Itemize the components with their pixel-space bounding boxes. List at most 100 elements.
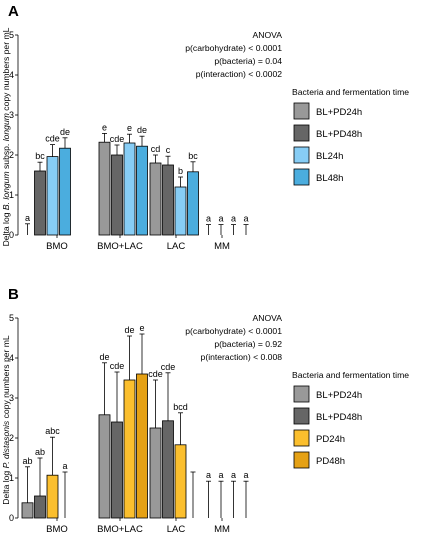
significance-label: c bbox=[166, 145, 171, 155]
panel-b: B 0 1 2 3 4 5 Delta log P. distasonis copy numb… bbox=[1, 286, 409, 535]
legend-swatch bbox=[293, 102, 310, 120]
significance-label: ab bbox=[22, 456, 32, 466]
y-tick-label: 0 bbox=[9, 513, 14, 523]
legend-label: BL+PD48h bbox=[316, 129, 362, 140]
y-tick-label: 5 bbox=[9, 313, 14, 323]
significance-label: a bbox=[206, 470, 211, 480]
x-tick-label: LAC bbox=[167, 524, 186, 535]
legend-swatch bbox=[293, 385, 310, 403]
bar bbox=[187, 171, 199, 236]
significance-label: de bbox=[99, 352, 109, 362]
y-axis-title: Delta log B. longum subsp. longum copy n… bbox=[1, 27, 11, 246]
y-tick-label: 3 bbox=[9, 110, 14, 120]
legend-title: Bacteria and fermentation time bbox=[292, 370, 409, 380]
bar bbox=[34, 170, 46, 236]
legend-label: BL24h bbox=[316, 151, 343, 162]
annotation: p(bacteria) = 0.92 bbox=[214, 339, 282, 349]
legend-label: PD24h bbox=[316, 434, 345, 445]
bar bbox=[59, 147, 71, 236]
significance-label: a bbox=[231, 470, 236, 480]
bar bbox=[98, 141, 111, 236]
x-tick-label: BMO bbox=[46, 241, 68, 252]
y-tick-label: 0 bbox=[9, 230, 14, 240]
bar bbox=[162, 164, 174, 236]
significance-label: a bbox=[218, 214, 223, 224]
significance-label: e bbox=[139, 323, 144, 333]
annotation: p(interaction) < 0.0002 bbox=[196, 69, 282, 79]
bar bbox=[174, 186, 187, 236]
bar bbox=[123, 142, 136, 236]
significance-label: b bbox=[178, 166, 183, 176]
bar bbox=[21, 502, 34, 519]
y-tick-label: 3 bbox=[9, 393, 14, 403]
bar bbox=[46, 474, 59, 519]
bar bbox=[149, 162, 162, 236]
bar bbox=[149, 427, 162, 519]
significance-label: a bbox=[206, 214, 211, 224]
legend-swatch bbox=[293, 124, 310, 142]
legend-label: BL48h bbox=[316, 173, 343, 184]
x-tick-label: MM bbox=[214, 524, 230, 535]
legend-swatch bbox=[293, 168, 310, 186]
significance-label: abc bbox=[45, 426, 60, 436]
significance-label: a bbox=[62, 461, 67, 471]
bar bbox=[111, 421, 123, 519]
annotation: p(carbohydrate) < 0.0001 bbox=[185, 326, 282, 336]
significance-label: e bbox=[127, 123, 132, 133]
y-tick-label: 4 bbox=[9, 70, 14, 80]
legend-swatch bbox=[293, 146, 310, 164]
bar bbox=[34, 495, 46, 519]
significance-label: de bbox=[137, 125, 147, 135]
annotation: p(carbohydrate) < 0.0001 bbox=[185, 43, 282, 53]
significance-label: a bbox=[243, 470, 248, 480]
legend-title: Bacteria and fermentation time bbox=[292, 87, 409, 97]
x-tick-label: MM bbox=[214, 241, 230, 252]
y-tick-label: 4 bbox=[9, 353, 14, 363]
significance-label: a bbox=[231, 214, 236, 224]
legend-label: BL+PD48h bbox=[316, 412, 362, 423]
y-tick-label: 1 bbox=[9, 190, 14, 200]
y-tick-label: 2 bbox=[9, 433, 14, 443]
x-tick-label: LAC bbox=[167, 241, 186, 252]
significance-label: e bbox=[102, 122, 107, 132]
significance-label: cde bbox=[110, 134, 125, 144]
significance-label: de bbox=[60, 127, 70, 137]
bar bbox=[46, 156, 59, 236]
legend-swatch bbox=[293, 429, 310, 447]
bar bbox=[111, 154, 123, 236]
significance-label: cd bbox=[151, 144, 161, 154]
y-tick-label: 2 bbox=[9, 150, 14, 160]
significance-label: cde bbox=[148, 369, 163, 379]
y-axis-title: Delta log P. distasonis copy numbers per… bbox=[1, 335, 11, 505]
annotation: p(interaction) < 0.008 bbox=[201, 352, 283, 362]
panel-label: A bbox=[8, 3, 19, 20]
legend-label: BL+PD24h bbox=[316, 390, 362, 401]
legend-swatch bbox=[293, 451, 310, 469]
significance-label: bc bbox=[188, 151, 198, 161]
y-tick-label: 1 bbox=[9, 473, 14, 483]
significance-label: de bbox=[124, 325, 134, 335]
legend-label: BL+PD24h bbox=[316, 107, 362, 118]
panel-label: B bbox=[8, 286, 19, 303]
significance-label: a bbox=[243, 214, 248, 224]
legend-swatch bbox=[293, 407, 310, 425]
significance-label: bcd bbox=[173, 402, 188, 412]
significance-label: a bbox=[25, 213, 30, 223]
bar bbox=[162, 420, 174, 519]
annotation: ANOVA bbox=[253, 313, 283, 323]
y-tick-label: 5 bbox=[9, 30, 14, 40]
significance-label: a bbox=[218, 470, 223, 480]
annotation: p(bacteria) = 0.04 bbox=[214, 56, 282, 66]
significance-label: cde bbox=[110, 361, 125, 371]
significance-label: cde bbox=[161, 362, 176, 372]
legend-label: PD48h bbox=[316, 456, 345, 467]
x-tick-label: BMO+LAC bbox=[97, 241, 143, 252]
significance-label: cde bbox=[45, 134, 60, 144]
annotation: ANOVA bbox=[253, 30, 283, 40]
x-tick-label: BMO bbox=[46, 524, 68, 535]
bar bbox=[174, 444, 187, 519]
bar bbox=[123, 379, 136, 519]
significance-label: ab bbox=[35, 447, 45, 457]
